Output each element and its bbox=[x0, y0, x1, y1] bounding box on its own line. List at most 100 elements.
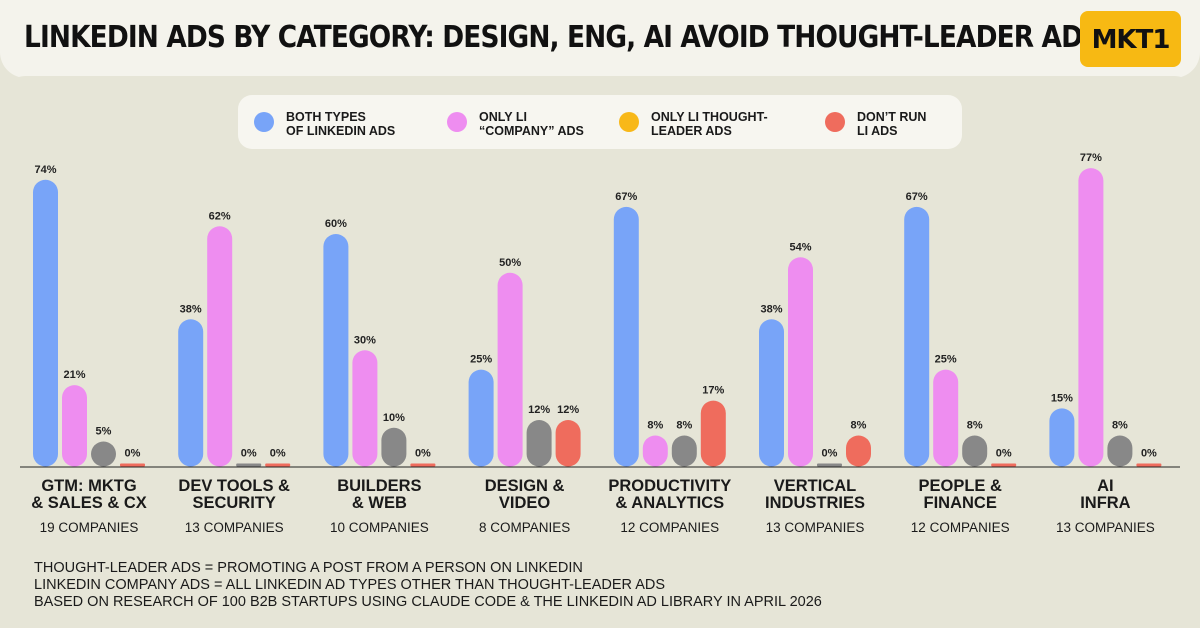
data-label: 12% bbox=[557, 404, 579, 416]
legend: BOTH TYPES OF LINKEDIN ADS ONLY LI “COMP… bbox=[238, 95, 962, 149]
page-title: LINKEDIN ADS BY CATEGORY: DESIGN, ENG, A… bbox=[24, 20, 1101, 55]
category-count: 8 COMPANIES bbox=[479, 520, 570, 535]
footnote-company-ads: LINKEDIN COMPANY ADS = ALL LINKEDIN AD T… bbox=[34, 577, 666, 593]
data-label: 74% bbox=[34, 164, 56, 176]
legend-dot-thought-leader bbox=[619, 112, 639, 132]
bar bbox=[904, 206, 930, 467]
data-label: 0% bbox=[125, 448, 141, 460]
bar bbox=[91, 441, 116, 467]
data-label: 25% bbox=[470, 354, 492, 366]
bar bbox=[1049, 408, 1075, 467]
bar bbox=[613, 206, 639, 467]
chart-panel bbox=[0, 76, 1200, 628]
bar bbox=[120, 463, 145, 467]
bar bbox=[1136, 463, 1162, 467]
data-label: 8% bbox=[676, 420, 692, 432]
category-label: FINANCE bbox=[924, 494, 997, 512]
bar bbox=[497, 272, 523, 467]
legend-label-thought-leader: ONLY LI THOUGHT- LEADER ADS bbox=[651, 110, 768, 138]
category-count: 12 COMPANIES bbox=[911, 520, 1010, 535]
category-label: INFRA bbox=[1080, 494, 1130, 512]
bar bbox=[642, 435, 668, 467]
category-label: PRODUCTIVITY bbox=[608, 477, 731, 495]
data-label: 17% bbox=[702, 385, 724, 397]
category-label: & WEB bbox=[352, 494, 407, 512]
bar bbox=[962, 435, 988, 467]
data-label: 8% bbox=[1112, 420, 1128, 432]
category-label: & ANALYTICS bbox=[615, 494, 724, 512]
bar bbox=[381, 427, 407, 467]
bar bbox=[323, 234, 349, 467]
data-label: 0% bbox=[996, 448, 1012, 460]
data-label: 60% bbox=[325, 218, 347, 230]
category-label: BUILDERS bbox=[337, 477, 421, 495]
category-label: DEV TOOLS & bbox=[178, 477, 290, 495]
bar bbox=[526, 420, 552, 467]
bar bbox=[236, 463, 262, 467]
category-count: 19 COMPANIES bbox=[40, 520, 139, 535]
category-label: DESIGN & bbox=[485, 477, 565, 495]
data-label: 8% bbox=[647, 420, 663, 432]
data-label: 8% bbox=[851, 420, 867, 432]
legend-dot-none bbox=[825, 112, 845, 132]
data-label: 25% bbox=[935, 354, 957, 366]
bar bbox=[265, 463, 291, 467]
category-count: 13 COMPANIES bbox=[185, 520, 284, 535]
footnote-thought-leader: THOUGHT-LEADER ADS = PROMOTING A POST FR… bbox=[34, 560, 583, 576]
data-label: 15% bbox=[1051, 392, 1073, 404]
category-count: 13 COMPANIES bbox=[1056, 520, 1155, 535]
data-label: 5% bbox=[96, 426, 112, 438]
bar bbox=[991, 463, 1017, 467]
bar bbox=[62, 385, 87, 467]
data-label: 0% bbox=[1141, 448, 1157, 460]
category-label: INDUSTRIES bbox=[765, 494, 865, 512]
data-label: 77% bbox=[1080, 152, 1102, 164]
category-label: & SALES & CX bbox=[31, 494, 147, 512]
legend-dot-both bbox=[254, 112, 274, 132]
bar bbox=[788, 257, 813, 467]
legend-label-company: ONLY LI “COMPANY” ADS bbox=[479, 110, 584, 138]
bar bbox=[700, 400, 726, 467]
category-count: 12 COMPANIES bbox=[620, 520, 719, 535]
bar bbox=[207, 226, 233, 467]
data-label: 0% bbox=[822, 448, 838, 460]
category-label: SECURITY bbox=[192, 494, 275, 512]
legend-label-none: DON’T RUN LI ADS bbox=[857, 110, 927, 138]
brand-logo-text: MKT1 bbox=[1091, 25, 1171, 55]
category-count: 13 COMPANIES bbox=[766, 520, 865, 535]
bar bbox=[817, 463, 842, 467]
category-label: AI bbox=[1097, 477, 1114, 495]
bar bbox=[933, 369, 959, 467]
data-label: 21% bbox=[63, 369, 85, 381]
bar bbox=[671, 435, 697, 467]
data-label: 67% bbox=[615, 191, 637, 203]
bar bbox=[759, 319, 784, 467]
brand-logo: MKT1 bbox=[1080, 11, 1181, 67]
data-label: 50% bbox=[499, 257, 521, 269]
bar bbox=[1107, 435, 1133, 467]
bar bbox=[468, 369, 494, 467]
category-label: PEOPLE & bbox=[918, 477, 1002, 495]
legend-label-both: BOTH TYPES OF LINKEDIN ADS bbox=[286, 110, 396, 138]
data-label: 67% bbox=[906, 191, 928, 203]
category-label: VERTICAL bbox=[774, 477, 857, 495]
data-label: 54% bbox=[789, 241, 811, 253]
bar bbox=[352, 350, 378, 467]
bar bbox=[846, 435, 871, 467]
data-label: 10% bbox=[383, 412, 405, 424]
category-count: 10 COMPANIES bbox=[330, 520, 429, 535]
bar bbox=[178, 319, 204, 467]
data-label: 8% bbox=[967, 420, 983, 432]
category-label: GTM: MKTG bbox=[41, 477, 136, 495]
legend-dot-company bbox=[447, 112, 467, 132]
data-label: 12% bbox=[528, 404, 550, 416]
title-banner: LINKEDIN ADS BY CATEGORY: DESIGN, ENG, A… bbox=[0, 0, 1200, 78]
data-label: 30% bbox=[354, 334, 376, 346]
bar bbox=[555, 420, 581, 467]
category-label: VIDEO bbox=[499, 494, 551, 512]
data-label: 0% bbox=[415, 448, 431, 460]
bar bbox=[1078, 168, 1104, 467]
footnote-research: BASED ON RESEARCH OF 100 B2B STARTUPS US… bbox=[34, 594, 822, 610]
